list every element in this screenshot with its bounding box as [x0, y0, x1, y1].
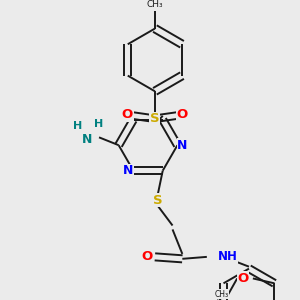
Text: NH: NH	[218, 250, 238, 263]
Text: H: H	[94, 118, 104, 129]
Text: O: O	[237, 272, 249, 285]
Text: O: O	[141, 250, 153, 263]
Text: N: N	[82, 133, 92, 146]
Text: H: H	[73, 121, 82, 130]
Text: N: N	[177, 139, 188, 152]
Text: S: S	[153, 194, 163, 206]
Text: O: O	[122, 108, 133, 121]
Text: O: O	[177, 108, 188, 121]
Text: CH₃: CH₃	[214, 290, 229, 298]
Text: N: N	[123, 164, 134, 177]
Text: CH₃: CH₃	[147, 0, 163, 9]
Text: S: S	[150, 112, 160, 125]
Text: methoxy: methoxy	[216, 299, 223, 300]
